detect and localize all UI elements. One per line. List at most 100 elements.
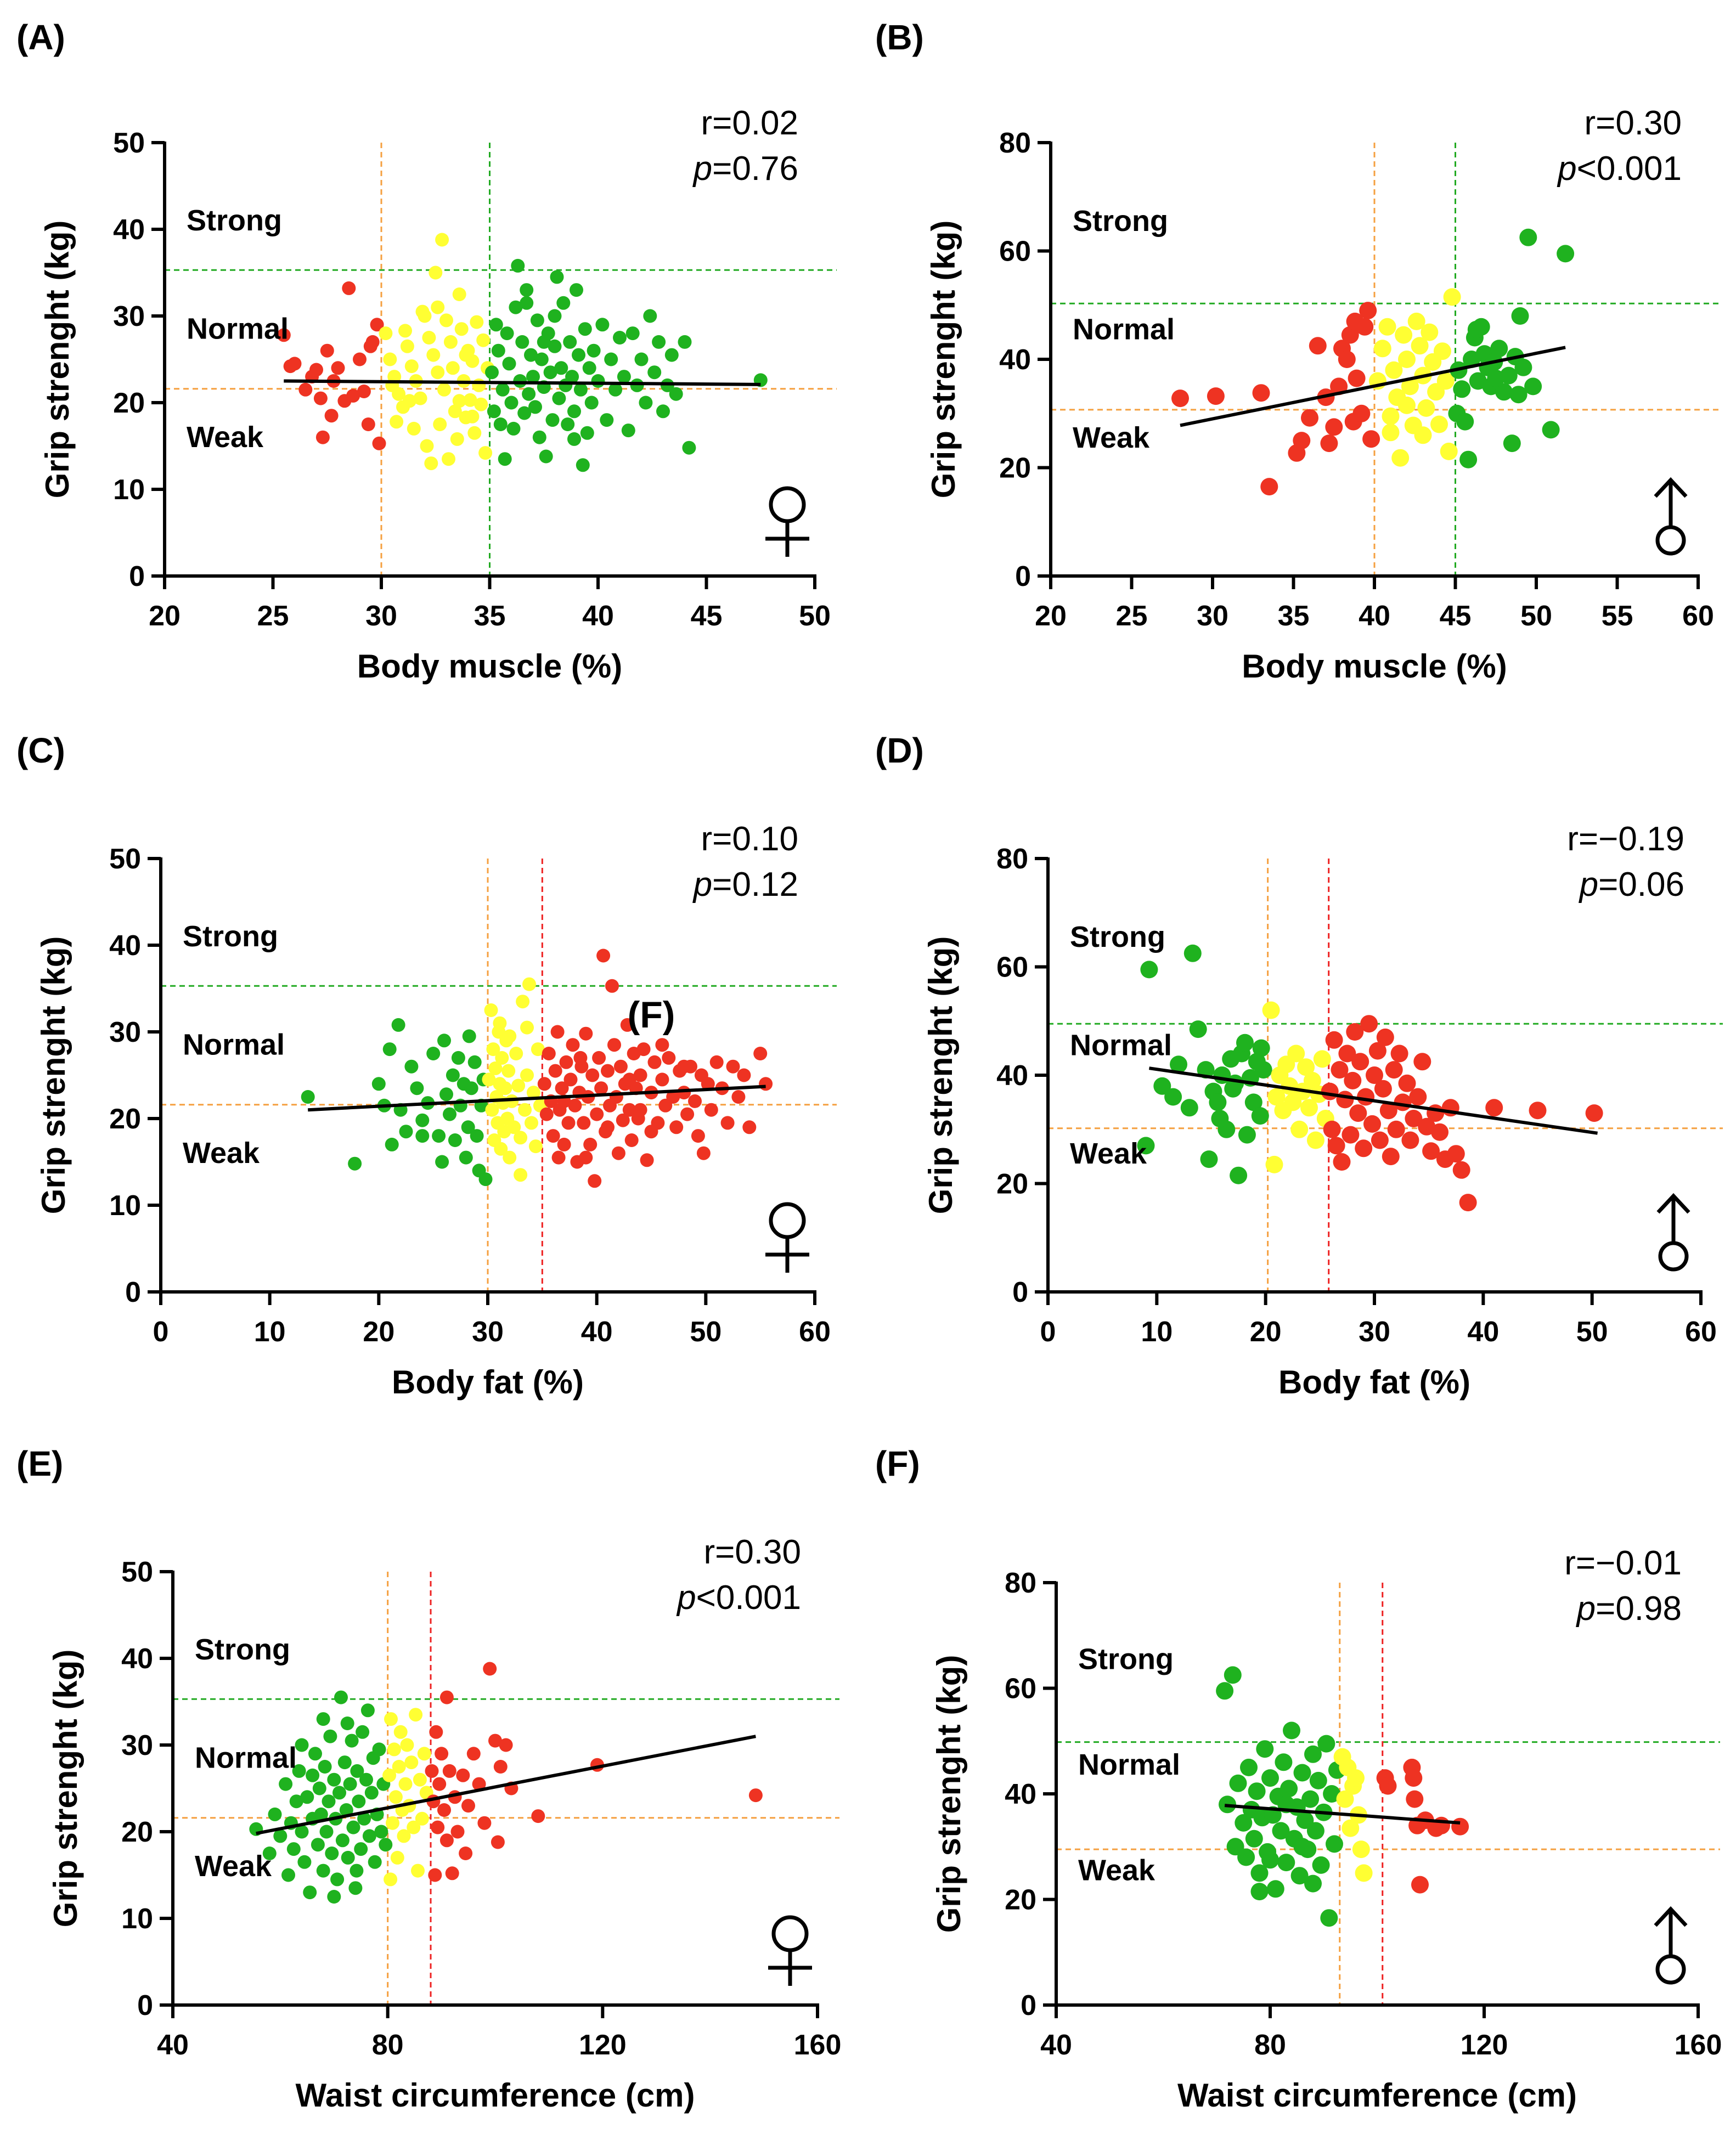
x-tick-label: 20 (363, 1316, 394, 1348)
scatter-point (1436, 372, 1455, 390)
scatter-point (459, 1150, 473, 1165)
y-tick-label: 80 (996, 843, 1028, 875)
scatter-point (464, 1081, 478, 1096)
zone-label-normal: Normal (195, 1742, 297, 1775)
scatter-point (371, 1077, 386, 1091)
scatter-point (1519, 228, 1537, 246)
scatter-point (1359, 302, 1377, 320)
scatter-point (431, 300, 445, 314)
panel-label: (C) (16, 731, 65, 770)
scatter-point (437, 1034, 451, 1048)
scatter-point (429, 1725, 443, 1739)
scatter-point (1382, 1148, 1400, 1166)
y-tick-label: 10 (109, 1190, 141, 1222)
scatter-point (1153, 1077, 1171, 1095)
x-tick-label: 25 (257, 600, 289, 632)
scatter-point (517, 406, 532, 420)
scatter-point (1296, 1811, 1314, 1830)
scatter-point (318, 1760, 332, 1774)
scatter-point (495, 1051, 509, 1065)
scatter-point (643, 309, 657, 323)
scatter-point (443, 1107, 456, 1121)
y-tick-label: 40 (113, 214, 145, 246)
scatter-point (588, 1174, 602, 1188)
scatter-point (634, 352, 649, 366)
scatter-point (422, 331, 436, 345)
scatter-point (1456, 413, 1474, 431)
x-axis-title: Body muscle (%) (357, 648, 622, 685)
scatter-point (461, 1120, 475, 1134)
scatter-point (1385, 361, 1403, 379)
scatter-point (609, 1090, 623, 1104)
scatter-point (542, 1047, 556, 1060)
scatter-point (1342, 1126, 1360, 1144)
scatter-point (399, 1125, 413, 1139)
scatter-point (1355, 1864, 1373, 1882)
scatter-point (1317, 1735, 1335, 1753)
y-tick-label: 20 (999, 453, 1031, 484)
scatter-point (413, 1772, 427, 1787)
scatter-point (1229, 1774, 1247, 1792)
scatter-point (647, 365, 662, 380)
scatter-point (417, 1747, 431, 1761)
scatter-point (470, 315, 484, 329)
y-tick-label: 30 (113, 301, 145, 332)
scatter-point (292, 1764, 306, 1778)
scatter-point (608, 382, 623, 397)
scatter-point (731, 1090, 746, 1104)
scatter-point (1338, 351, 1356, 368)
x-tick-label: 45 (691, 600, 723, 632)
scatter-point (1293, 1838, 1311, 1856)
scatter-point (1290, 1867, 1309, 1885)
x-tick-label: 0 (153, 1316, 169, 1348)
scatter-point (308, 1747, 322, 1761)
scatter-point (1387, 1120, 1405, 1138)
y-tick-label: 0 (137, 1990, 153, 2022)
scatter-point (1272, 1822, 1290, 1840)
scatter-point (1306, 1131, 1324, 1149)
scatter-point (573, 1051, 588, 1065)
p-value: p<0.001 (676, 1579, 801, 1617)
scatter-point (580, 426, 594, 440)
scatter-point (341, 1850, 355, 1865)
scatter-point (573, 382, 588, 397)
scatter-point (590, 1107, 604, 1121)
scatter-point (520, 1020, 534, 1035)
scatter-point (1379, 1777, 1397, 1795)
scatter-point (345, 1734, 359, 1748)
scatter-point (1304, 1745, 1322, 1763)
scatter-point (400, 1738, 414, 1752)
y-tick-label: 0 (1021, 1990, 1036, 2022)
scatter-point (556, 296, 571, 310)
scatter-point (324, 409, 339, 423)
zone-label-strong: Strong (1078, 1643, 1174, 1676)
scatter-point (1309, 1771, 1327, 1789)
scatter-point (526, 1086, 540, 1100)
scatter-point (1391, 449, 1410, 467)
scatter-point (426, 348, 441, 362)
scatter-point (664, 348, 679, 362)
scatter-point (1385, 1061, 1403, 1079)
scatter-point (1394, 1093, 1412, 1111)
scatter-point (486, 1042, 500, 1057)
scatter-point (1238, 1126, 1256, 1144)
scatter-point (601, 1064, 615, 1078)
scatter-point (1254, 1061, 1272, 1079)
scatter-point (511, 1079, 526, 1093)
x-tick-label: 10 (254, 1316, 286, 1348)
y-axis-title: Grip strenght (kg) (931, 1655, 967, 1933)
scatter-point (611, 1146, 625, 1160)
scatter-point (346, 388, 360, 403)
y-tick-label: 0 (125, 1277, 141, 1308)
scatter-point (633, 1068, 647, 1082)
scatter-point (1376, 1028, 1394, 1046)
scatter-point (462, 1029, 476, 1043)
regression-line (1180, 346, 1566, 427)
scatter-point (1514, 358, 1532, 376)
scatter-point (1395, 326, 1413, 344)
scatter-point (348, 1156, 362, 1171)
chart-panel: (A) 0 10 20 30 40 50 20 25 30 35 40 45 50 Body muscle … (16, 18, 837, 685)
scatter-point (411, 1864, 425, 1878)
y-tick-label: 20 (1005, 1884, 1036, 1916)
